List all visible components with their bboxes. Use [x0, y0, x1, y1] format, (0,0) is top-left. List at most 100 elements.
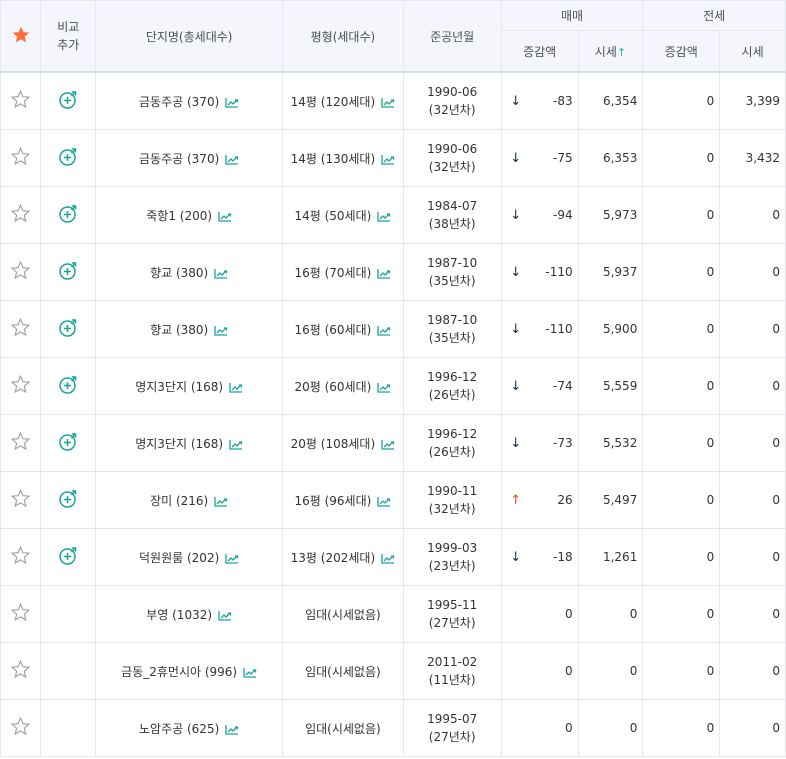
pyeong-cell[interactable]: 임대(시세없음) — [282, 699, 404, 757]
compare-cell[interactable] — [40, 243, 97, 301]
compare-cell[interactable] — [40, 357, 97, 415]
compare-add-icon[interactable] — [58, 318, 78, 338]
star-outline-icon[interactable] — [10, 374, 31, 395]
trend-chart-icon[interactable] — [377, 211, 391, 222]
trend-chart-icon[interactable] — [377, 382, 391, 393]
table-row[interactable]: 향교 (380) 16평 (60세대) 1987-10 (35년차) ↓ -110 5,90… — [0, 300, 786, 358]
pyeong-cell[interactable]: 20평 (108세대) — [282, 414, 404, 472]
complex-name-cell[interactable]: 금동주공 (370) — [95, 129, 284, 187]
complex-name[interactable]: 장미 (216) — [150, 493, 209, 508]
compare-add-icon[interactable] — [58, 546, 78, 566]
star-outline-icon[interactable] — [10, 488, 31, 509]
pyeong-cell[interactable]: 14평 (120세대) — [282, 71, 404, 130]
table-row[interactable]: 명지3단지 (168) 20평 (60세대) 1996-12 (26년차) ↓ -74 5,… — [0, 357, 786, 415]
favorite-cell[interactable] — [0, 300, 42, 358]
favorite-cell[interactable] — [0, 699, 42, 757]
star-outline-icon[interactable] — [10, 716, 31, 737]
trend-chart-icon[interactable] — [225, 97, 239, 108]
favorite-cell[interactable] — [0, 129, 42, 187]
favorite-cell[interactable] — [0, 186, 42, 244]
favorite-cell[interactable] — [0, 642, 42, 700]
complex-name[interactable]: 부영 (1032) — [146, 607, 213, 622]
table-row[interactable]: 금동주공 (370) 14평 (130세대) 1990-06 (32년차) ↓ -75 6,… — [0, 129, 786, 187]
trend-chart-icon[interactable] — [218, 211, 232, 222]
trend-chart-icon[interactable] — [243, 667, 257, 678]
trend-chart-icon[interactable] — [225, 154, 239, 165]
pyeong-cell[interactable]: 13평 (202세대) — [282, 528, 404, 586]
complex-name-cell[interactable]: 덕원원룸 (202) — [95, 528, 284, 586]
pyeong-cell[interactable]: 14평 (50세대) — [282, 186, 404, 244]
table-row[interactable]: 금동주공 (370) 14평 (120세대) 1990-06 (32년차) ↓ -83 6,… — [0, 71, 786, 130]
trend-chart-icon[interactable] — [214, 268, 228, 279]
favorite-all-header[interactable] — [0, 0, 42, 73]
trend-chart-icon[interactable] — [229, 382, 243, 393]
complex-name-cell[interactable]: 부영 (1032) — [95, 585, 284, 643]
table-row[interactable]: 부영 (1032) 임대(시세없음) 1995-11 (27년차) 0 0 0 0 — [0, 585, 786, 643]
table-row[interactable]: 향교 (380) 16평 (70세대) 1987-10 (35년차) ↓ -110 5,93… — [0, 243, 786, 301]
complex-name[interactable]: 금동주공 (370) — [139, 94, 220, 109]
trend-chart-icon[interactable] — [225, 553, 239, 564]
complex-name-cell[interactable]: 금동주공 (370) — [95, 71, 284, 130]
complex-name[interactable]: 향교 (380) — [150, 265, 209, 280]
favorite-cell[interactable] — [0, 243, 42, 301]
compare-cell[interactable] — [40, 71, 97, 130]
table-row[interactable]: 금동_2휴먼시아 (996) 임대(시세없음) 2011-02 (11년차) 0 0 0 0 — [0, 642, 786, 700]
compare-add-icon[interactable] — [58, 375, 78, 395]
sale-price-header[interactable]: 시세↑ — [577, 30, 644, 73]
pyeong-cell[interactable]: 16평 (70세대) — [282, 243, 404, 301]
favorite-cell[interactable] — [0, 71, 42, 130]
complex-name-cell[interactable]: 명지3단지 (168) — [95, 414, 284, 472]
table-row[interactable]: 죽항1 (200) 14평 (50세대) 1984-07 (38년차) ↓ -94 5,97… — [0, 186, 786, 244]
complex-name[interactable]: 명지3단지 (168) — [135, 436, 224, 451]
complex-name[interactable]: 향교 (380) — [150, 322, 209, 337]
trend-chart-icon[interactable] — [377, 268, 391, 279]
star-outline-icon[interactable] — [10, 545, 31, 566]
favorite-cell[interactable] — [0, 357, 42, 415]
compare-cell[interactable] — [40, 528, 97, 586]
complex-name-cell[interactable]: 향교 (380) — [95, 300, 284, 358]
star-outline-icon[interactable] — [10, 89, 31, 110]
complex-name[interactable]: 금동주공 (370) — [139, 151, 220, 166]
favorite-cell[interactable] — [0, 585, 42, 643]
compare-add-icon[interactable] — [58, 489, 78, 509]
pyeong-header[interactable]: 평형(세대수) — [282, 0, 404, 73]
pyeong-cell[interactable]: 임대(시세없음) — [282, 585, 404, 643]
complex-name[interactable]: 금동_2휴먼시아 (996) — [121, 664, 238, 679]
table-row[interactable]: 덕원원룸 (202) 13평 (202세대) 1999-03 (23년차) ↓ -18 1,… — [0, 528, 786, 586]
star-outline-icon[interactable] — [10, 602, 31, 623]
sale-change-header[interactable]: 증감액 — [500, 30, 579, 73]
compare-cell[interactable] — [40, 300, 97, 358]
star-outline-icon[interactable] — [10, 260, 31, 281]
complex-name-cell[interactable]: 죽항1 (200) — [95, 186, 284, 244]
trend-chart-icon[interactable] — [381, 97, 395, 108]
trend-chart-icon[interactable] — [229, 439, 243, 450]
trend-chart-icon[interactable] — [225, 724, 239, 735]
trend-chart-icon[interactable] — [214, 325, 228, 336]
complex-name-cell[interactable]: 금동_2휴먼시아 (996) — [95, 642, 284, 700]
compare-cell[interactable] — [40, 414, 97, 472]
star-filled-icon[interactable] — [11, 25, 31, 45]
complex-name-cell[interactable]: 노암주공 (625) — [95, 699, 284, 757]
trend-chart-icon[interactable] — [218, 610, 232, 621]
star-outline-icon[interactable] — [10, 203, 31, 224]
pyeong-cell[interactable]: 16평 (96세대) — [282, 471, 404, 529]
pyeong-cell[interactable]: 14평 (130세대) — [282, 129, 404, 187]
complex-name[interactable]: 죽항1 (200) — [146, 208, 213, 223]
trend-chart-icon[interactable] — [377, 325, 391, 336]
complex-name[interactable]: 덕원원룸 (202) — [139, 550, 220, 565]
pyeong-cell[interactable]: 16평 (60세대) — [282, 300, 404, 358]
compare-cell[interactable] — [40, 186, 97, 244]
built-date-header[interactable]: 준공년월 — [402, 0, 502, 73]
compare-add-icon[interactable] — [58, 432, 78, 452]
compare-add-icon[interactable] — [58, 261, 78, 281]
favorite-cell[interactable] — [0, 414, 42, 472]
compare-cell[interactable] — [40, 471, 97, 529]
complex-name-cell[interactable]: 장미 (216) — [95, 471, 284, 529]
jeonse-price-header[interactable]: 시세 — [719, 30, 786, 73]
complex-name-cell[interactable]: 향교 (380) — [95, 243, 284, 301]
complex-name[interactable]: 명지3단지 (168) — [135, 379, 224, 394]
pyeong-cell[interactable]: 20평 (60세대) — [282, 357, 404, 415]
star-outline-icon[interactable] — [10, 146, 31, 167]
compare-add-icon[interactable] — [58, 204, 78, 224]
complex-name[interactable]: 노암주공 (625) — [139, 721, 220, 736]
